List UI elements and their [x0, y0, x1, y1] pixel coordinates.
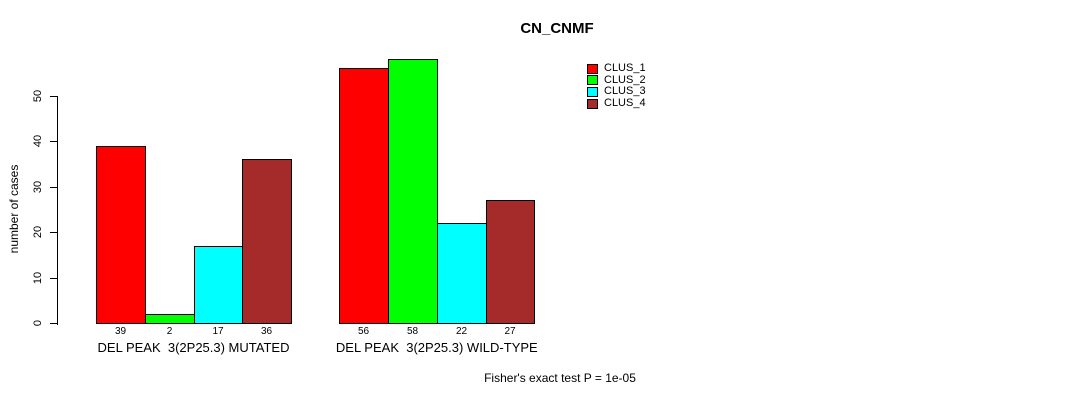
- category-label-group1: DEL PEAK 3(2P25.3) MUTATED: [97, 340, 290, 355]
- y-tick: [50, 96, 57, 97]
- y-tick-label: 40: [32, 134, 44, 148]
- legend-swatch-CLUS_2: [587, 75, 598, 86]
- y-tick-label: 50: [32, 89, 44, 103]
- y-tick: [50, 232, 57, 233]
- legend: CLUS_1 CLUS_2 CLUS_3 CLUS_4: [587, 63, 646, 109]
- legend-label: CLUS_4: [604, 97, 646, 110]
- legend-swatch-CLUS_3: [587, 86, 598, 97]
- bar-value-label: 22: [455, 326, 468, 337]
- bar-CLUS_1-group2: [339, 68, 389, 324]
- category-label-group2: DEL PEAK 3(2P25.3) WILD-TYPE: [335, 340, 538, 355]
- bar-value-label: 56: [357, 326, 370, 337]
- legend-swatch-CLUS_4: [587, 98, 598, 109]
- bar-CLUS_4-group1: [242, 159, 292, 324]
- y-tick: [50, 187, 57, 188]
- bar-CLUS_1-group1: [96, 146, 146, 324]
- bar-CLUS_3-group1: [194, 246, 243, 324]
- legend-item: CLUS_3: [587, 86, 646, 98]
- legend-label: CLUS_1: [604, 62, 646, 75]
- legend-label: CLUS_3: [604, 85, 646, 98]
- y-tick-label: 10: [32, 271, 44, 285]
- bar-CLUS_2-group2: [388, 59, 438, 324]
- bar-value-label: 58: [406, 326, 419, 337]
- bar-value-label: 36: [260, 326, 273, 337]
- bar-value-label: 2: [166, 326, 173, 337]
- y-tick-label: 30: [32, 180, 44, 194]
- y-axis-line: [57, 96, 58, 325]
- bar-CLUS_4-group2: [486, 200, 535, 324]
- y-axis-label: number of cases: [7, 164, 21, 254]
- y-tick-label: 0: [32, 319, 44, 327]
- legend-item: CLUS_2: [587, 73, 646, 87]
- bar-CLUS_3-group2: [437, 223, 487, 324]
- bar-value-label: 39: [114, 326, 127, 337]
- legend-item: CLUS_1: [587, 63, 646, 75]
- legend-swatch-CLUS_1: [587, 63, 598, 74]
- annotation-text: Fisher's exact test P = 1e-05: [484, 371, 636, 385]
- bar-value-label: 17: [212, 326, 224, 337]
- y-tick-label: 20: [32, 225, 44, 239]
- bar-value-label: 27: [504, 326, 516, 337]
- y-tick: [50, 278, 57, 279]
- bar-CLUS_2-group1: [145, 314, 195, 324]
- legend-label: CLUS_2: [604, 73, 646, 86]
- y-tick: [50, 323, 57, 324]
- legend-item: CLUS_4: [587, 98, 646, 110]
- chart-title: CN_CNMF: [520, 20, 594, 37]
- y-tick: [50, 141, 57, 142]
